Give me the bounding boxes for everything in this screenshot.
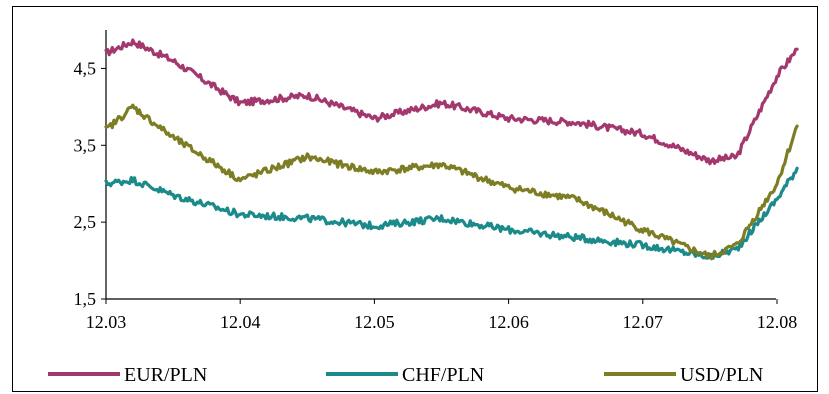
- legend-label: EUR/PLN: [124, 364, 207, 386]
- y-tick-label: 1,5: [74, 289, 97, 309]
- y-tick-label: 2,5: [74, 212, 97, 232]
- y-tick-label: 4,5: [74, 58, 97, 78]
- legend-label: CHF/PLN: [402, 364, 484, 386]
- x-tick-label: 12.06: [488, 312, 529, 332]
- legend: EUR/PLN CHF/PLN USD/PLN: [48, 364, 763, 386]
- x-tick-label: 12.05: [354, 312, 395, 332]
- series-line-chf-pln: [104, 166, 799, 260]
- series-line-usd-pln: [104, 103, 799, 261]
- legend-label: USD/PLN: [680, 364, 763, 386]
- axes: 1,5 2,5 3,5 4,5 12.03 12.04 12.05 12.06 12.07 12.…: [74, 30, 798, 332]
- series-line-eur-pln: [104, 38, 799, 166]
- y-tick-label: 3,5: [74, 135, 97, 155]
- x-tick-label: 12.08: [757, 312, 798, 332]
- x-tick-label: 12.04: [220, 312, 261, 332]
- x-tick-label: 12.03: [86, 312, 127, 332]
- series-layer: [104, 38, 799, 261]
- x-tick-label: 12.07: [623, 312, 664, 332]
- chart-border: [12, 6, 818, 392]
